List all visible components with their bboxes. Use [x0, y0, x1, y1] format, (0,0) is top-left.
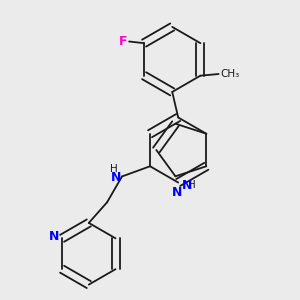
Text: CH₃: CH₃ [220, 69, 239, 79]
Text: N: N [48, 230, 59, 243]
Text: F: F [119, 35, 128, 48]
Text: N: N [111, 171, 121, 184]
Text: H: H [188, 180, 196, 190]
Text: N: N [172, 186, 182, 199]
Text: H: H [110, 164, 118, 174]
Text: N: N [182, 179, 192, 192]
